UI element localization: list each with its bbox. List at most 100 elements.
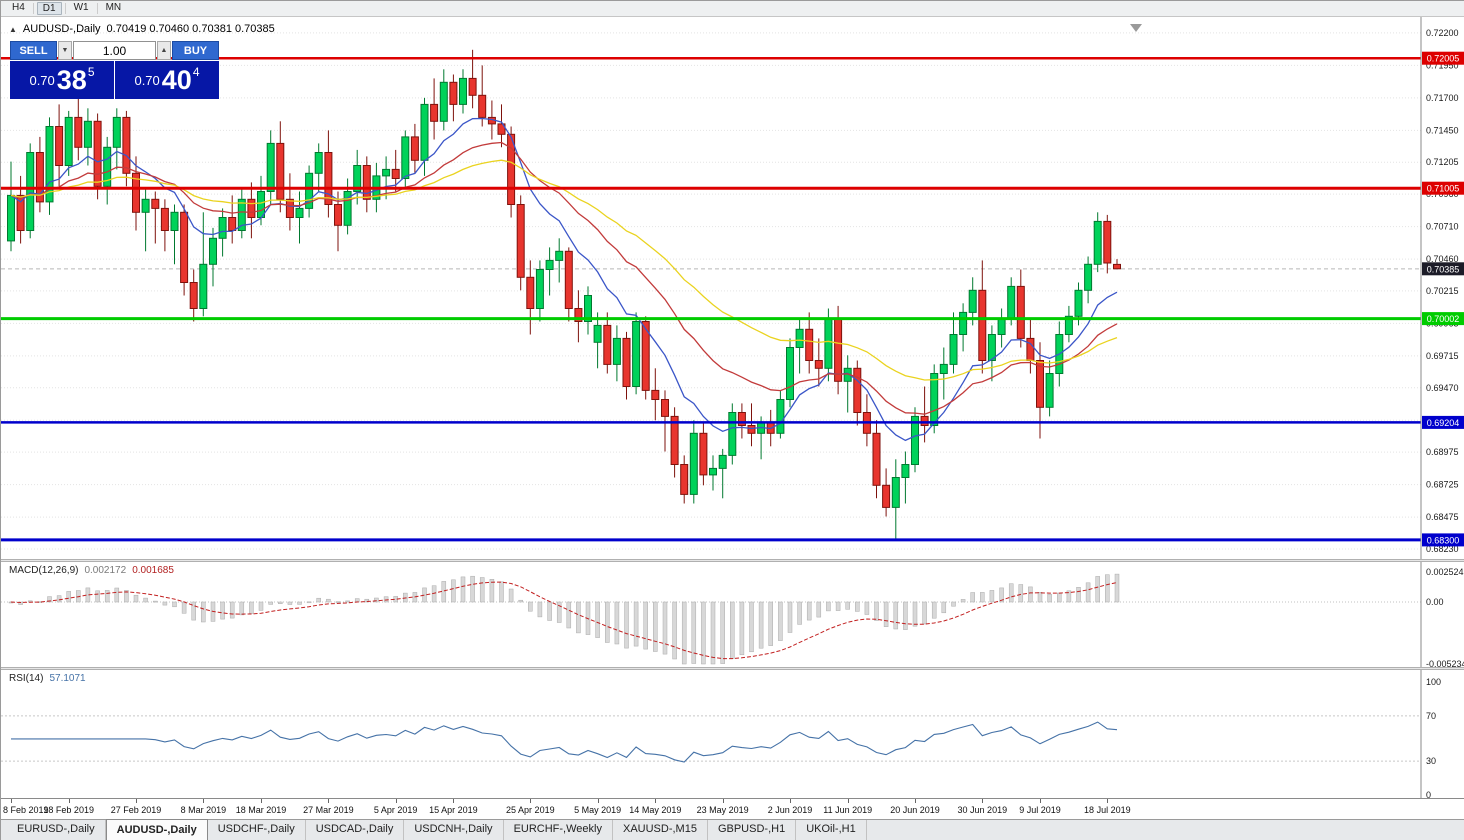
date-axis-label: 5 May 2019	[574, 805, 622, 815]
date-axis-label: 8 Mar 2019	[180, 805, 227, 815]
ma-mid-line	[10, 141, 1118, 415]
svg-text:0.69715: 0.69715	[1426, 351, 1459, 361]
tab-usdcnh-daily[interactable]: USDCNH-,Daily	[404, 820, 504, 840]
pane-splitter[interactable]	[1, 667, 1464, 670]
date-axis-label: 30 Jun 2019	[957, 805, 1008, 815]
timeframe-w1-button[interactable]: W1	[73, 2, 89, 13]
tab-eurusd-daily[interactable]: EURUSD-,Daily	[7, 820, 106, 840]
tab-usdchf-daily[interactable]: USDCHF-,Daily	[208, 820, 306, 840]
macd-label-row: MACD(12,26,9) 0.002172 0.001685	[9, 565, 174, 576]
tab-ukoil-h1[interactable]: UKOil-,H1	[796, 820, 867, 840]
date-axis-label: 20 Jun 2019	[890, 805, 940, 815]
sell-price-prefix: 0.70	[29, 72, 55, 88]
svg-text:0.71005: 0.71005	[1427, 184, 1460, 194]
main-chart-pane: 0.722000.719500.717000.714500.712050.709…	[1, 17, 1464, 559]
svg-text:0.71700: 0.71700	[1426, 93, 1459, 103]
main-chart-canvas[interactable]: 0.722000.719500.717000.714500.712050.709…	[1, 17, 1464, 559]
level-price-badge	[1422, 533, 1464, 547]
macd-canvas[interactable]: 0.002524 0.00 -0.005234	[1, 562, 1464, 667]
volume-increase-button[interactable]: ▲	[157, 41, 171, 60]
buy-button[interactable]: BUY	[172, 41, 219, 60]
svg-text:0.70385: 0.70385	[1427, 264, 1460, 274]
ma-lines	[10, 117, 1118, 442]
price-axis[interactable]: 0.722000.719500.717000.714500.712050.709…	[1422, 28, 1464, 554]
buy-price-display[interactable]: 0.70 40 4	[115, 61, 219, 99]
date-tick-mark	[261, 799, 263, 803]
chart-header: ▲ AUDUSD-,Daily 0.70419 0.70460 0.70381 …	[9, 23, 275, 35]
svg-text:0.68475: 0.68475	[1426, 512, 1459, 522]
sell-price-display[interactable]: 0.70 38 5	[10, 61, 114, 99]
svg-text:0.68300: 0.68300	[1427, 535, 1460, 545]
tab-gbpusd-h1[interactable]: GBPUSD-,H1	[708, 820, 797, 840]
svg-text:0.69470: 0.69470	[1426, 383, 1459, 393]
timeframe-h4-button[interactable]: H4	[12, 2, 25, 13]
current-price-badge	[1422, 262, 1464, 276]
sell-price-pip-digit: 5	[87, 65, 95, 79]
volume-input[interactable]	[73, 41, 156, 60]
macd-signal-line	[10, 581, 1118, 660]
buy-price-prefix: 0.70	[134, 72, 160, 88]
rsi-value: 57.1071	[49, 673, 86, 684]
horizontal-level-lines[interactable]	[1, 56, 1421, 542]
svg-text:100: 100	[1426, 677, 1441, 687]
svg-text:0.70460: 0.70460	[1426, 254, 1459, 264]
date-tick-mark	[203, 799, 205, 803]
date-axis-label: 18 Mar 2019	[235, 805, 287, 815]
buy-price-pip-digit: 4	[192, 65, 200, 79]
svg-text:0.71450: 0.71450	[1426, 125, 1459, 135]
level-price-badge	[1422, 415, 1464, 429]
chart-symbol-label: AUDUSD-,Daily	[22, 23, 101, 35]
date-axis-label: 27 Feb 2019	[110, 805, 162, 815]
date-axis-label: 9 Jul 2019	[1019, 805, 1061, 815]
volume-decrease-button[interactable]: ▼	[58, 41, 72, 60]
chart-shift-marker-icon[interactable]	[1130, 24, 1142, 32]
date-tick-mark	[655, 799, 657, 803]
tab-eurchf-weekly[interactable]: EURCHF-,Weekly	[504, 820, 613, 840]
date-tick-mark	[722, 799, 724, 803]
svg-text:0.72005: 0.72005	[1427, 54, 1460, 64]
date-axis-label: 15 Apr 2019	[429, 805, 478, 815]
one-click-trading-panel: SELL ▼ ▲ BUY 0.70 38 5 0.70 40 4	[10, 41, 219, 99]
svg-text:0.68230: 0.68230	[1426, 544, 1459, 554]
one-click-panel-toggle-icon[interactable]: ▲	[9, 24, 17, 34]
rsi-canvas[interactable]: 100 70 30 0	[1, 670, 1464, 798]
svg-text:0: 0	[1426, 790, 1431, 798]
date-tick-mark	[789, 799, 791, 803]
date-tick-mark	[68, 799, 70, 803]
rsi-name-label: RSI(14)	[9, 673, 44, 684]
macd-main-value: 0.002172	[84, 565, 127, 576]
svg-text:-0.005234: -0.005234	[1426, 659, 1464, 667]
svg-text:0.68975: 0.68975	[1426, 447, 1459, 457]
chart-tab-bar: EURUSD-,Daily AUDUSD-,Daily USDCHF-,Daily U…	[1, 819, 1464, 840]
svg-text:0.70215: 0.70215	[1426, 286, 1459, 296]
tab-audusd-daily[interactable]: AUDUSD-,Daily	[105, 819, 208, 840]
timeframe-mn-button[interactable]: MN	[105, 2, 122, 13]
date-axis-label: 25 Apr 2019	[506, 805, 555, 815]
candles[interactable]	[7, 49, 1121, 540]
pane-splitter[interactable]	[1, 559, 1464, 562]
sell-button[interactable]: SELL	[10, 41, 57, 60]
date-tick-mark	[847, 799, 849, 803]
toolbar-separator	[64, 3, 66, 14]
level-price-badge	[1422, 51, 1464, 65]
tab-usdcad-daily[interactable]: USDCAD-,Daily	[306, 820, 405, 840]
date-tick-mark	[530, 799, 532, 803]
macd-indicator-pane: 0.002524 0.00 -0.005234 MACD(12,26,9) 0.00…	[1, 562, 1464, 667]
timeframe-d1-button[interactable]: D1	[36, 2, 62, 15]
svg-text:0.70002: 0.70002	[1427, 314, 1460, 324]
svg-text:0.70710: 0.70710	[1426, 222, 1459, 232]
date-axis-label: 14 May 2019	[629, 805, 682, 815]
svg-text:0.68725: 0.68725	[1426, 480, 1459, 490]
date-tick-mark	[914, 799, 916, 803]
svg-text:0.69204: 0.69204	[1427, 418, 1460, 428]
tab-xauusd-m15[interactable]: XAUUSD-,M15	[613, 820, 708, 840]
date-axis-label: 11 Jun 2019	[823, 805, 873, 815]
rsi-line	[11, 721, 1118, 763]
date-tick-mark	[453, 799, 455, 803]
macd-name-label: MACD(12,26,9)	[9, 565, 79, 576]
date-axis-label: 18 Jul 2019	[1084, 805, 1131, 815]
macd-histogram	[8, 573, 1120, 665]
date-axis-label: 23 May 2019	[696, 805, 749, 815]
time-axis[interactable]: 8 Feb 2019 18 Feb 2019 27 Feb 2019 8 Mar 20…	[1, 798, 1464, 819]
svg-text:0.002524: 0.002524	[1426, 567, 1464, 577]
